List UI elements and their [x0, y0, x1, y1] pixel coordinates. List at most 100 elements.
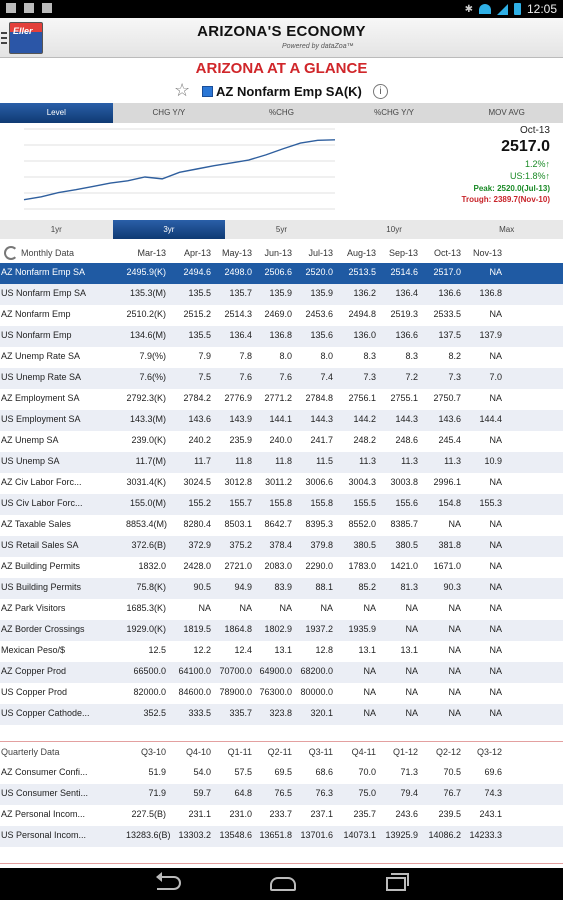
table-row[interactable]: US Nonfarm Emp SA 135.3(M) 135.5 135.7 135.9…	[0, 284, 563, 305]
table-cell: 136.8	[269, 330, 292, 340]
range-tab-4[interactable]: Max	[499, 225, 515, 234]
range-tab-1[interactable]: 3yr	[112, 220, 226, 239]
table-cell: 1937.2	[305, 624, 333, 634]
info-icon[interactable]: i	[373, 84, 388, 99]
tab-0[interactable]: Level	[0, 103, 113, 123]
tab-2[interactable]: %CHG	[269, 108, 294, 117]
table-cell: 231.0	[229, 809, 252, 819]
table-row[interactable]: US Civ Labor Forc... 155.0(M) 155.2 155.7 15…	[0, 494, 563, 515]
image-notification-icon	[6, 3, 16, 13]
table-row[interactable]: US Employment SA 143.3(M) 143.6 143.9 144.1 1…	[0, 410, 563, 431]
table-row[interactable]: AZ Nonfarm Emp 2510.2(K) 2515.2 2514.3 2469.…	[0, 305, 563, 326]
table-cell: 136.4	[229, 330, 252, 340]
table-cell: 378.4	[269, 540, 292, 550]
table-cell: 59.7	[193, 788, 211, 798]
table-cell: 134.6(M)	[129, 330, 166, 340]
table-row[interactable]: US Building Permits 75.8(K) 90.5 94.9 83.9 88…	[0, 578, 563, 599]
measure-tabs: Level CHG Y/Y %CHG %CHG Y/Y MOV AVG	[0, 103, 563, 123]
quarterly-column-header: Q1-11	[227, 747, 252, 757]
table-row[interactable]: AZ Building Permits 1832.0 2428.0 2721.0 208…	[0, 557, 563, 578]
table-cell: NA	[363, 687, 376, 697]
table-cell: 3006.6	[305, 477, 333, 487]
table-row[interactable]: US Copper Prod 82000.0 84600.0 78900.0 76300…	[0, 683, 563, 704]
range-tab-0[interactable]: 1yr	[50, 225, 62, 234]
table-cell: NA	[489, 393, 502, 403]
bag-notification-icon	[42, 3, 52, 13]
table-cell: NA	[489, 267, 502, 277]
table-cell: 135.9	[310, 288, 333, 298]
refresh-icon[interactable]	[4, 246, 18, 260]
table-cell: NA	[405, 687, 418, 697]
table-cell: 154.8	[438, 498, 461, 508]
drawer-menu-icon[interactable]	[1, 32, 7, 44]
table-cell: 2083.0	[264, 561, 292, 571]
table-cell: 155.7	[229, 498, 252, 508]
back-icon[interactable]	[156, 872, 181, 890]
row-label: US Building Permits	[1, 582, 82, 592]
table-row[interactable]: AZ Nonfarm Emp SA 2495.9(K) 2494.6 2498.0 25…	[0, 263, 563, 284]
table-row[interactable]: AZ Border Crossings 1929.0(K) 1819.5 1864.8…	[0, 620, 563, 641]
table-cell: 2290.0	[305, 561, 333, 571]
table-cell: 3031.4(K)	[126, 477, 166, 487]
row-label: US Nonfarm Emp	[1, 330, 72, 340]
table-cell: 1783.0	[348, 561, 376, 571]
table-row[interactable]: AZ Unemp Rate SA 7.9(%) 7.9 7.8 8.0 8.0 8.3 8.3…	[0, 347, 563, 368]
row-label: US Retail Sales SA	[1, 540, 79, 550]
table-cell: 1935.9	[348, 624, 376, 634]
table-row[interactable]: AZ Copper Prod 66500.0 64100.0 70700.0 64900…	[0, 662, 563, 683]
table-cell: 7.9(%)	[139, 351, 166, 361]
table-cell: 2996.1	[433, 477, 461, 487]
table-row[interactable]: AZ Civ Labor Forc... 3031.4(K) 3024.5 3012.…	[0, 473, 563, 494]
table-cell: 248.2	[353, 435, 376, 445]
table-row[interactable]: Mexican Peso/$ 12.5 12.2 12.4 13.1 12.8 13.1 13…	[0, 641, 563, 662]
table-row[interactable]: AZ Employment SA 2792.3(K) 2784.2 2776.9 277…	[0, 389, 563, 410]
table-cell: 12.4	[234, 645, 252, 655]
signal-icon	[496, 3, 508, 15]
table-row[interactable]: US Consumer Senti... 71.9 59.7 64.8 76.5 76.3…	[0, 784, 563, 805]
table-row[interactable]: US Copper Cathode... 352.5 333.5 335.7 323.8…	[0, 704, 563, 725]
favorite-star-icon[interactable]: ☆	[174, 80, 191, 100]
recent-apps-icon[interactable]	[386, 873, 409, 891]
table-cell: 12.8	[315, 645, 333, 655]
table-cell: 84600.0	[178, 687, 211, 697]
table-cell: 320.1	[310, 708, 333, 718]
series-name[interactable]: AZ Nonfarm Emp SA(K)	[216, 84, 362, 99]
range-tab-3[interactable]: 10yr	[386, 225, 402, 234]
table-cell: 2494.6	[183, 267, 211, 277]
table-cell: 11.3	[444, 456, 461, 466]
tab-1[interactable]: CHG Y/Y	[152, 108, 186, 117]
table-row[interactable]: US Unemp Rate SA 7.6(%) 7.5 7.6 7.6 7.4 7.3 7.2…	[0, 368, 563, 389]
row-label: US Copper Prod	[1, 687, 68, 697]
table-cell: 136.6	[395, 330, 418, 340]
table-row[interactable]: US Personal Incom... 13283.6(B) 13303.2 135…	[0, 826, 563, 847]
tab-4[interactable]: MOV AVG	[488, 108, 525, 117]
table-cell: 1685.3(K)	[126, 603, 166, 613]
table-cell: 82000.0	[133, 687, 166, 697]
table-cell: 1864.8	[224, 624, 252, 634]
battery-icon	[513, 3, 521, 15]
table-row[interactable]: AZ Unemp SA 239.0(K) 240.2 235.9 240.0 241.7 2…	[0, 431, 563, 452]
table-cell: NA	[489, 519, 502, 529]
table-row[interactable]: US Unemp SA 11.7(M) 11.7 11.8 11.8 11.5 11.3 11…	[0, 452, 563, 473]
table-cell: 1929.0(K)	[126, 624, 166, 634]
table-cell: 136.2	[353, 288, 376, 298]
table-row[interactable]: AZ Consumer Confi... 51.9 54.0 57.5 69.5 68.6…	[0, 763, 563, 784]
row-label: AZ Unemp Rate SA	[1, 351, 81, 361]
table-cell: 81.3	[400, 582, 418, 592]
table-row[interactable]: US Nonfarm Emp 134.6(M) 135.5 136.4 136.8 135…	[0, 326, 563, 347]
table-cell: 1671.0	[433, 561, 461, 571]
home-icon[interactable]	[270, 877, 296, 891]
table-cell: 2750.7	[433, 393, 461, 403]
table-cell: 380.5	[395, 540, 418, 550]
table-cell: 14086.2	[428, 830, 461, 840]
table-row[interactable]: AZ Park Visitors 1685.3(K) NA NA NA NA NA NA NA N…	[0, 599, 563, 620]
table-row[interactable]: AZ Personal Incom... 227.5(B) 231.1 231.0 23…	[0, 805, 563, 826]
app-logo[interactable]: Eller	[9, 22, 43, 54]
range-tab-2[interactable]: 5yr	[275, 225, 288, 234]
tab-3[interactable]: %CHG Y/Y	[374, 108, 415, 117]
table-row[interactable]: US Retail Sales SA 372.6(B) 372.9 375.2 378.…	[0, 536, 563, 557]
monthly-table: AZ Nonfarm Emp SA 2495.9(K) 2494.6 2498.0 25…	[0, 263, 563, 725]
row-label: US Employment SA	[1, 414, 81, 424]
table-row[interactable]: AZ Taxable Sales 8853.4(M) 8280.4 8503.1 864…	[0, 515, 563, 536]
table-cell: NA	[489, 309, 502, 319]
